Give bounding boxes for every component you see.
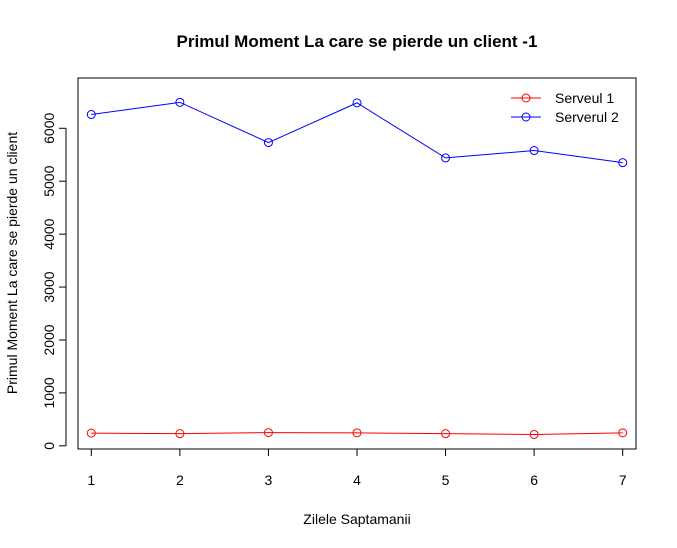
y-tick-label: 3000 — [41, 271, 57, 302]
data-point — [352, 98, 362, 108]
data-point — [529, 146, 539, 156]
y-tick-label: 1000 — [41, 377, 57, 408]
x-tick-label: 4 — [353, 472, 361, 488]
y-tick-label: 5000 — [41, 165, 57, 196]
legend-swatch-marker — [521, 112, 531, 122]
y-axis: 0 1000 2000 3000 4000 5000 6000 — [41, 112, 67, 450]
data-point — [263, 428, 273, 438]
data-point — [175, 97, 185, 107]
plot-frame — [77, 77, 637, 450]
data-point — [263, 138, 273, 148]
x-tick-label: 7 — [619, 472, 627, 488]
x-tick-label: 5 — [442, 472, 450, 488]
legend-label: Serverul 2 — [555, 109, 619, 125]
data-point — [86, 428, 96, 438]
x-tick-label: 6 — [530, 472, 538, 488]
series-layer — [86, 97, 628, 439]
series-line — [91, 432, 623, 435]
x-axis-label: Zilele Saptamanii — [303, 511, 410, 527]
series-2 — [86, 97, 628, 168]
data-point — [618, 158, 628, 168]
data-point — [529, 429, 539, 439]
x-axis: 1 2 3 4 5 6 7 — [87, 448, 627, 488]
y-tick-label: 0 — [41, 442, 57, 450]
y-tick-label: 6000 — [41, 112, 57, 143]
data-point — [441, 429, 451, 439]
legend-swatch-marker — [521, 93, 531, 103]
data-point — [441, 153, 451, 163]
y-tick-label: 2000 — [41, 324, 57, 355]
legend-label: Serveul 1 — [555, 90, 614, 106]
data-point — [86, 110, 96, 120]
y-axis-label: Primul Moment La care se pierde un clien… — [4, 132, 20, 394]
x-tick-label: 2 — [176, 472, 184, 488]
legend: Serveul 1 Serverul 2 — [511, 90, 619, 125]
chart-title: Primul Moment La care se pierde un clien… — [177, 32, 538, 51]
x-tick-label: 1 — [87, 472, 95, 488]
legend-item-2: Serverul 2 — [511, 109, 619, 125]
data-point — [352, 428, 362, 438]
data-point — [175, 429, 185, 439]
y-tick-label: 4000 — [41, 218, 57, 249]
series-1 — [86, 428, 628, 439]
data-point — [618, 428, 628, 438]
legend-item-1: Serveul 1 — [511, 90, 614, 106]
x-tick-label: 3 — [265, 472, 273, 488]
series-line — [91, 101, 623, 164]
